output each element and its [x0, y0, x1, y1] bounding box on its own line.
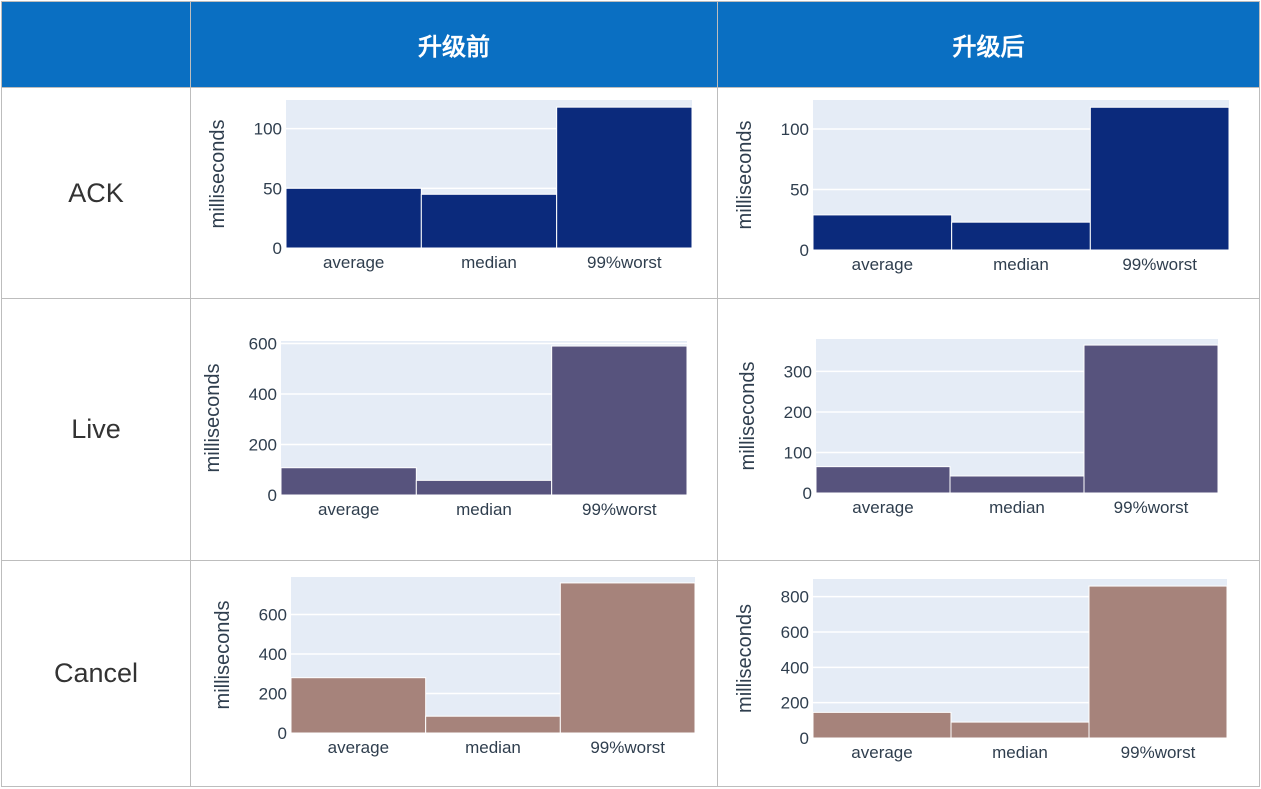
- y-tick-label: 0: [273, 239, 282, 258]
- chart-cell-live-before: 0 200 400 600 average median 99%worst milliseco…: [190, 298, 718, 561]
- x-tick-label: 99%worst: [582, 500, 657, 519]
- y-axis-label: milliseconds: [207, 120, 229, 229]
- x-tick-label: 99%worst: [1114, 498, 1189, 517]
- y-tick-label: 0: [803, 484, 812, 503]
- row-label-cancel: Cancel: [1, 560, 191, 787]
- y-tick-label: 200: [259, 685, 287, 704]
- bar-average: [815, 466, 951, 494]
- bar-99%worst: [556, 106, 693, 249]
- chart-cancel-after: 0 200 400 600 800 average median 99%worst millis…: [734, 579, 1228, 762]
- row-label-live: Live: [1, 298, 191, 561]
- bar-average: [812, 711, 952, 739]
- bar-average: [812, 214, 953, 251]
- bar-median: [949, 475, 1085, 494]
- chart-cell-live-after: 0 100 200 300 average median 99%worst milliseco…: [717, 298, 1260, 561]
- x-tick-label: average: [328, 738, 389, 757]
- x-tick-label: 99%worst: [587, 253, 662, 272]
- chart-cancel-before: 0 200 400 600 average median 99%worst milliseco…: [212, 577, 696, 757]
- y-tick-label: 100: [254, 120, 282, 139]
- header-after: 升级后: [717, 1, 1260, 88]
- bar-median: [420, 193, 558, 249]
- bar-median: [951, 221, 1091, 251]
- y-tick-label: 100: [784, 443, 812, 462]
- header-before: 升级前: [190, 1, 718, 88]
- y-tick-label: 0: [800, 241, 809, 260]
- y-tick-label: 400: [781, 658, 809, 677]
- bar-99%worst: [551, 345, 688, 496]
- chart-ack-after: 0 50 100 average median 99%worst milliseconds: [734, 100, 1230, 274]
- y-tick-label: 400: [249, 385, 277, 404]
- header-row: 升级前 升级后: [1, 1, 1260, 88]
- y-tick-label: 400: [259, 645, 287, 664]
- x-tick-label: median: [456, 500, 512, 519]
- bar-average: [285, 187, 422, 249]
- bar-average: [280, 467, 417, 496]
- y-tick-label: 50: [790, 181, 809, 200]
- y-axis-label: milliseconds: [202, 364, 224, 473]
- y-tick-label: 0: [268, 486, 277, 505]
- y-tick-label: 300: [784, 362, 812, 381]
- y-tick-label: 0: [278, 724, 287, 743]
- x-tick-label: average: [852, 498, 913, 517]
- x-tick-label: average: [318, 500, 379, 519]
- y-tick-label: 0: [800, 729, 809, 748]
- y-tick-label: 600: [781, 623, 809, 642]
- x-tick-label: median: [461, 253, 517, 272]
- row-cancel: Cancel 0 200 400 600 average median 99%worst mi…: [1, 560, 1260, 787]
- y-axis-label: milliseconds: [734, 604, 756, 713]
- x-tick-label: 99%worst: [1122, 255, 1197, 274]
- chart-live-before: 0 200 400 600 average median 99%worst milliseco…: [202, 335, 688, 519]
- y-axis-label: milliseconds: [212, 601, 234, 710]
- chart-ack-before: 0 50 100 average median 99%worst milliseconds: [207, 100, 693, 272]
- x-tick-label: median: [993, 255, 1049, 274]
- chart-cell-ack-before: 0 50 100 average median 99%worst milliseconds: [190, 87, 718, 299]
- bar-median: [415, 479, 553, 496]
- y-tick-label: 50: [263, 179, 282, 198]
- bar-average: [290, 677, 427, 734]
- chart-cell-cancel-after: 0 200 400 600 800 average median 99%worst millis…: [717, 560, 1260, 787]
- bar-99%worst: [1083, 344, 1219, 494]
- bar-99%worst: [1089, 106, 1230, 251]
- x-tick-label: average: [852, 255, 913, 274]
- x-tick-label: average: [851, 743, 912, 762]
- x-tick-label: median: [465, 738, 521, 757]
- x-tick-label: median: [992, 743, 1048, 762]
- row-ack: ACK 0 50 100 average median 99%worst milliseco…: [1, 87, 1260, 299]
- y-tick-label: 200: [784, 403, 812, 422]
- x-tick-label: median: [989, 498, 1045, 517]
- row-live: Live 0 200 400 600 average median 99%worst mill…: [1, 298, 1260, 561]
- x-tick-label: 99%worst: [1121, 743, 1196, 762]
- x-tick-label: average: [323, 253, 384, 272]
- row-label-ack: ACK: [1, 87, 191, 299]
- chart-cell-ack-after: 0 50 100 average median 99%worst milliseconds: [717, 87, 1260, 299]
- y-tick-label: 200: [781, 694, 809, 713]
- y-tick-label: 100: [781, 120, 809, 139]
- y-tick-label: 600: [249, 335, 277, 354]
- chart-live-after: 0 100 200 300 average median 99%worst milliseco…: [737, 339, 1219, 517]
- y-axis-label: milliseconds: [734, 121, 756, 230]
- y-tick-label: 600: [259, 606, 287, 625]
- y-tick-label: 200: [249, 436, 277, 455]
- x-tick-label: 99%worst: [590, 738, 665, 757]
- bar-median: [425, 715, 561, 734]
- chart-cell-cancel-before: 0 200 400 600 average median 99%worst milliseco…: [190, 560, 718, 787]
- bar-median: [950, 721, 1090, 739]
- y-tick-label: 800: [781, 588, 809, 607]
- header-corner: [1, 1, 191, 88]
- y-axis-label: milliseconds: [737, 362, 759, 471]
- bar-99%worst: [559, 582, 696, 734]
- bar-99%worst: [1088, 585, 1228, 739]
